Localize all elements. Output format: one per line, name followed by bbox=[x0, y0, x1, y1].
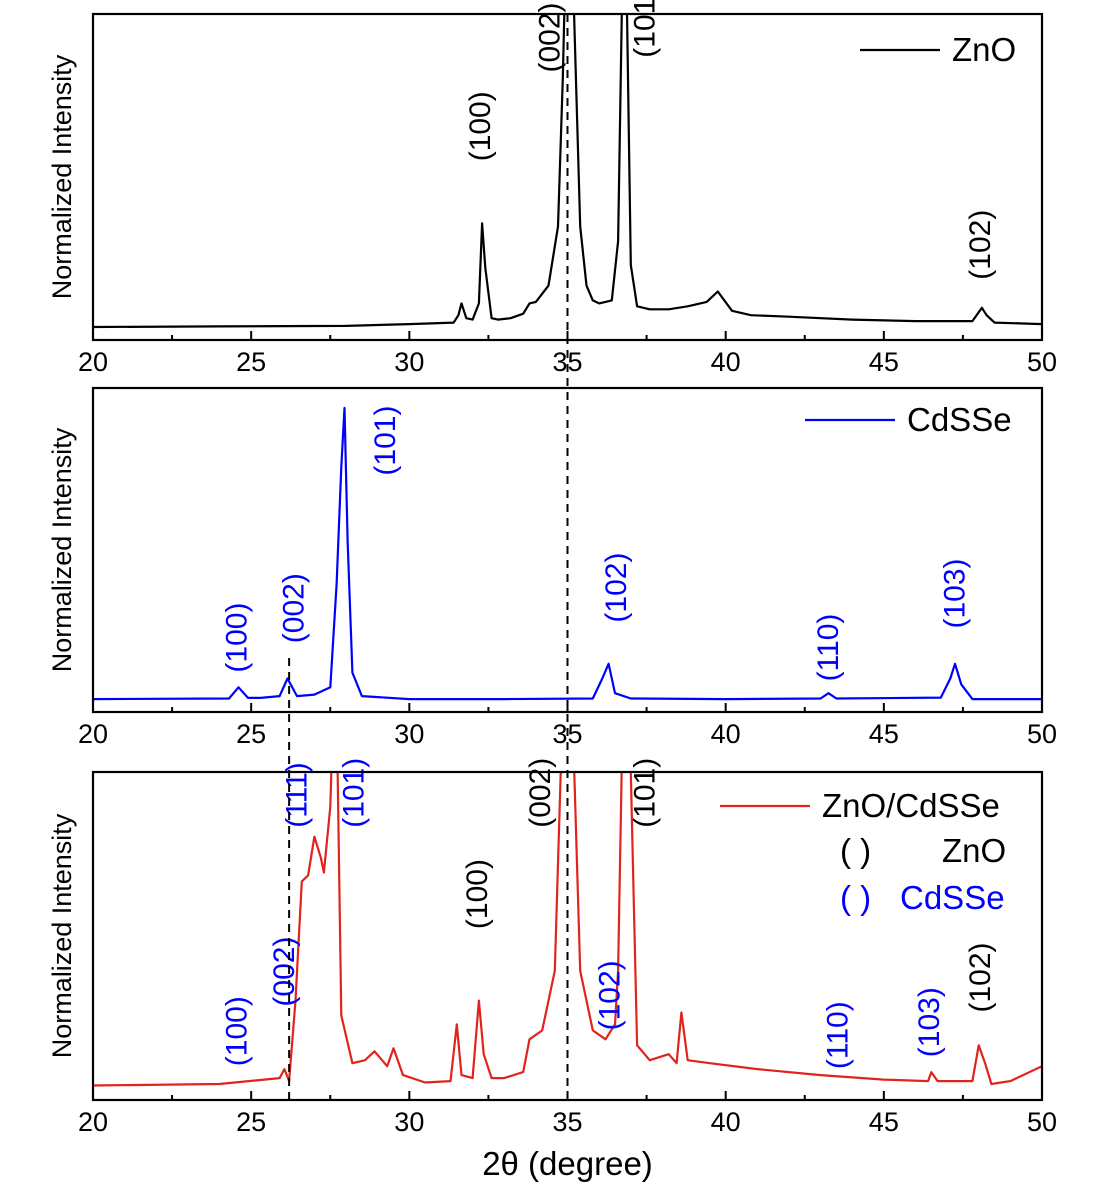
series-line-zno-cdsse bbox=[93, 772, 1042, 1087]
y-axis-label: Normalized Intensity bbox=[47, 54, 77, 299]
peak-label: (102) bbox=[964, 942, 997, 1012]
x-tick-label: 40 bbox=[711, 719, 741, 749]
peak-label: (110) bbox=[812, 614, 845, 682]
x-tick-label: 50 bbox=[1027, 347, 1057, 377]
x-tick-label: 25 bbox=[236, 347, 266, 377]
x-tick-label: 25 bbox=[236, 1107, 266, 1137]
peak-label: (101) bbox=[338, 758, 371, 828]
peak-label: (102) bbox=[600, 553, 633, 623]
legend-note-label: CdSSe bbox=[900, 879, 1005, 916]
y-axis-label: Normalized Intensity bbox=[47, 813, 77, 1058]
legend-label: CdSSe bbox=[907, 401, 1012, 438]
legend-label: ZnO/CdSSe bbox=[822, 787, 1000, 824]
peak-label: (103) bbox=[913, 987, 946, 1057]
peak-label: (101) bbox=[629, 758, 662, 828]
x-tick-label: 45 bbox=[869, 347, 899, 377]
panel-3: (100) (002) (111) (101) (100) (002) (102) (101)… bbox=[47, 758, 1057, 1182]
peak-label: (002) bbox=[277, 573, 310, 643]
x-tick-label: 50 bbox=[1027, 1107, 1057, 1137]
peak-label: (002) bbox=[524, 758, 557, 828]
x-tick-label: 40 bbox=[711, 1107, 741, 1137]
peak-label: (002) bbox=[268, 937, 301, 1007]
peak-label: (100) bbox=[461, 859, 494, 929]
y-axis-label: Normalized Intensity bbox=[47, 427, 77, 672]
x-tick-label: 25 bbox=[236, 719, 266, 749]
peak-label: (111) bbox=[281, 762, 314, 828]
x-tick-label: 20 bbox=[78, 719, 108, 749]
legend-label: ZnO bbox=[952, 31, 1016, 68]
legend-note-marker: ( ) bbox=[840, 879, 871, 916]
legend-note-label: ZnO bbox=[942, 832, 1006, 869]
panel-2: (100) (002) (101) (102) (110) (103) CdSSe 20 25 3… bbox=[47, 386, 1057, 749]
x-tick-label: 45 bbox=[869, 719, 899, 749]
series-line-cdsse bbox=[93, 406, 1042, 701]
x-tick-label: 30 bbox=[394, 347, 424, 377]
peak-label: (100) bbox=[220, 603, 253, 673]
peak-label: (101) bbox=[629, 0, 662, 58]
peak-label: (102) bbox=[594, 960, 627, 1030]
x-tick-label: 40 bbox=[711, 347, 741, 377]
peak-label: (103) bbox=[939, 558, 972, 628]
x-tick-label: 35 bbox=[552, 1107, 582, 1137]
x-tick-label: 30 bbox=[394, 719, 424, 749]
peak-label: (110) bbox=[821, 1001, 854, 1069]
peak-label: (100) bbox=[464, 91, 497, 161]
x-tick-label: 20 bbox=[78, 347, 108, 377]
legend-note-marker: ( ) bbox=[840, 832, 871, 869]
x-axis-label: 2θ (degree) bbox=[482, 1145, 653, 1182]
x-tick-label: 20 bbox=[78, 1107, 108, 1137]
peak-label: (100) bbox=[220, 996, 253, 1066]
x-tick-label: 30 bbox=[394, 1107, 424, 1137]
peak-label: (101) bbox=[369, 406, 402, 476]
x-tick-label: 50 bbox=[1027, 719, 1057, 749]
series-line-zno bbox=[93, 14, 1042, 329]
x-tick-label: 45 bbox=[869, 1107, 899, 1137]
peak-label: (102) bbox=[964, 210, 997, 280]
